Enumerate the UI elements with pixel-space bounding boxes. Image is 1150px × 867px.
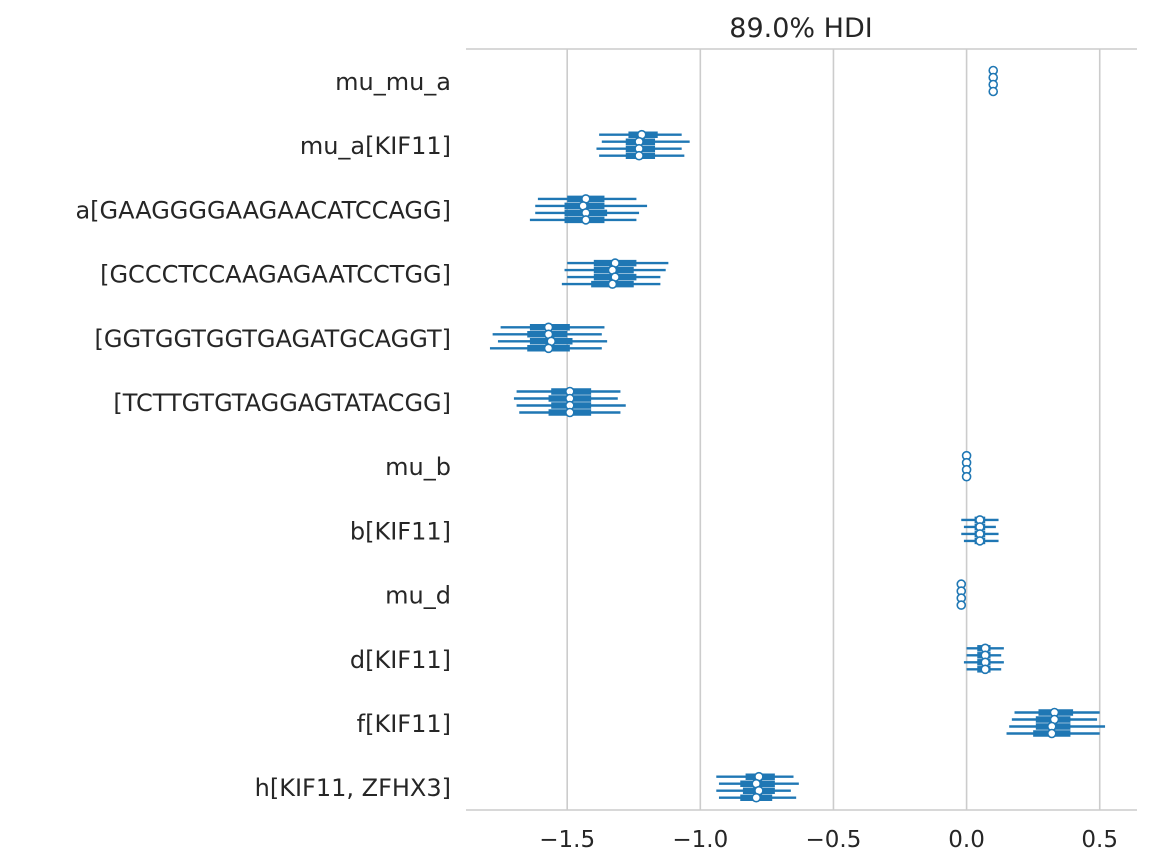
- row-label: [TCTTGTGTAGGAGTATACGG]: [113, 389, 451, 417]
- row-label: mu_d: [385, 582, 451, 610]
- row-marks: [489, 322, 608, 354]
- mean-point: [980, 664, 991, 675]
- row-labels: mu_mu_a mu_a[KIF11] a[GAAGGGGAAGAACATCCAGG…: [75, 68, 451, 802]
- mean-point: [581, 215, 591, 225]
- row-marks: [1006, 707, 1106, 739]
- mean-point: [607, 279, 618, 289]
- row-label: mu_b: [385, 453, 451, 481]
- mean-point: [988, 86, 999, 97]
- row-label: h[KIF11, ZFHX3]: [255, 774, 451, 802]
- row-label: mu_mu_a: [335, 68, 451, 96]
- x-tick-label: −1.0: [672, 827, 728, 853]
- row-label: [GCCCTCCAAGAGAATCCTGG]: [100, 261, 451, 289]
- row-marks: [716, 771, 799, 803]
- row-marks: [988, 65, 999, 97]
- row-marks: [956, 579, 967, 610]
- gridlines: [566, 49, 1101, 810]
- x-tick-label: 0.0: [948, 827, 985, 853]
- hdi-marks: [489, 65, 1106, 803]
- row-marks: [963, 643, 1004, 675]
- row-marks: [961, 450, 972, 482]
- row-label: b[KIF11]: [350, 517, 451, 545]
- mean-point: [543, 343, 554, 354]
- row-label: a[GAAGGGGAAGAACATCCAGG]: [75, 196, 451, 224]
- mean-point: [975, 536, 985, 546]
- row-marks: [529, 194, 648, 225]
- mean-point: [634, 150, 644, 161]
- row-marks: [596, 129, 690, 161]
- mean-point: [565, 407, 575, 418]
- mean-point: [1046, 728, 1057, 739]
- row-marks: [961, 515, 999, 546]
- row-marks: [561, 258, 669, 289]
- x-tick-label: −0.5: [806, 827, 862, 853]
- row-label: d[KIF11]: [350, 646, 451, 674]
- x-tick-label: 0.5: [1081, 827, 1118, 853]
- chart-title: 89.0% HDI: [729, 13, 872, 44]
- x-tick-labels: −1.5 −1.0 −0.5 0.0 0.5: [539, 827, 1118, 853]
- mean-point: [751, 792, 762, 803]
- row-label: mu_a[KIF11]: [300, 132, 451, 160]
- row-marks: [513, 386, 626, 418]
- x-tick-label: −1.5: [539, 827, 595, 853]
- mean-point: [961, 471, 972, 482]
- mean-point: [956, 600, 967, 610]
- row-label: f[KIF11]: [357, 710, 451, 738]
- row-label: [GGTGGTGGTGAGATGCAGGT]: [95, 325, 451, 353]
